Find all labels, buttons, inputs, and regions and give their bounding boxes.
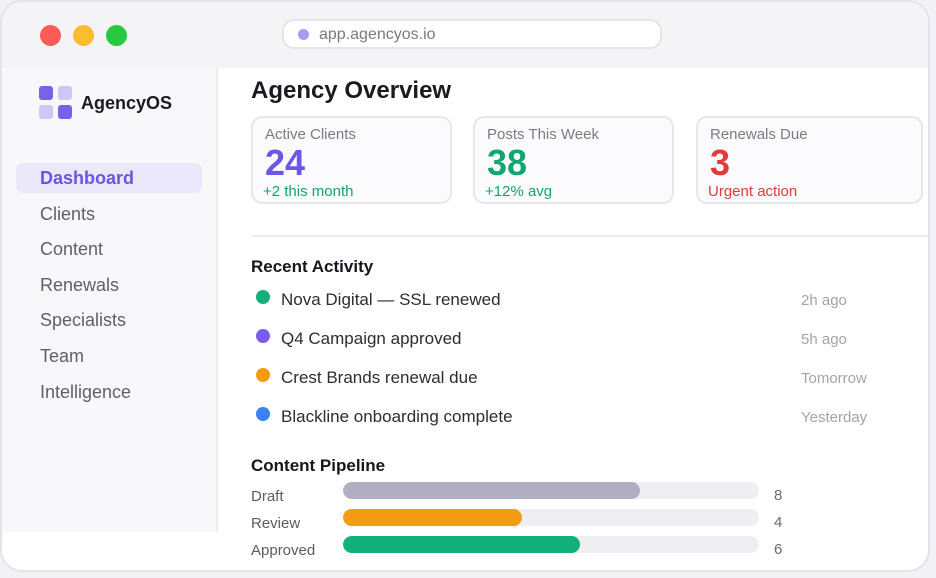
pipeline-label: Draft	[251, 488, 284, 505]
sidebar-item-clients[interactable]: Clients	[40, 203, 96, 224]
content-pipeline: Draft 8 Review 4 Approved 6	[251, 481, 811, 562]
stat-cards: Active Clients 24 +2 this month Posts Th…	[251, 116, 928, 206]
pipeline-row-draft: Draft 8	[251, 481, 811, 508]
list-item[interactable]: Crest Brands renewal due Tomorrow	[251, 364, 891, 403]
activity-text: Nova Digital — SSL renewed	[281, 290, 501, 309]
activity-text: Crest Brands renewal due	[281, 368, 478, 387]
status-dot-icon	[256, 329, 270, 343]
pipeline-count: 4	[774, 514, 783, 531]
stat-card-active-clients[interactable]: Active Clients 24 +2 this month	[251, 116, 452, 204]
activity-time: Yesterday	[801, 409, 868, 426]
activity-list: Nova Digital — SSL renewed 2h ago Q4 Cam…	[251, 286, 891, 442]
close-window-button[interactable]	[40, 25, 61, 46]
agencyos-logo-icon	[39, 86, 72, 119]
status-dot-icon	[256, 290, 270, 304]
sidebar-item-content[interactable]: Content	[40, 239, 104, 260]
pipeline-bar-track	[343, 509, 759, 526]
stat-subtext: Urgent action	[708, 183, 798, 200]
activity-text: Blackline onboarding complete	[281, 407, 513, 426]
site-icon	[298, 29, 309, 40]
activity-time: Tomorrow	[801, 370, 867, 387]
recent-activity-title: Recent Activity	[251, 257, 374, 276]
sidebar: AgencyOS Dashboard Clients Content Renew…	[2, 68, 218, 532]
status-dot-icon	[256, 368, 270, 382]
stat-label: Renewals Due	[710, 126, 808, 143]
sidebar-item-intelligence[interactable]: Intelligence	[40, 381, 132, 402]
pipeline-count: 8	[774, 487, 783, 504]
pipeline-label: Review	[251, 515, 301, 532]
section-divider	[251, 235, 928, 237]
stat-card-posts-this-week[interactable]: Posts This Week 38 +12% avg	[473, 116, 674, 204]
sidebar-item-renewals[interactable]: Renewals	[40, 274, 120, 295]
url-text: app.agencyos.io	[319, 26, 436, 43]
status-dot-icon	[256, 407, 270, 421]
stat-label: Posts This Week	[487, 126, 599, 143]
pipeline-bar-fill	[343, 482, 641, 499]
sidebar-item-dashboard[interactable]: Dashboard	[16, 163, 202, 193]
stat-card-renewals-due[interactable]: Renewals Due 3 Urgent action	[696, 116, 923, 204]
pipeline-label: Approved	[251, 542, 316, 559]
address-bar[interactable]: app.agencyos.io	[282, 19, 662, 49]
sidebar-item-team[interactable]: Team	[40, 345, 85, 366]
list-item[interactable]: Nova Digital — SSL renewed 2h ago	[251, 286, 891, 325]
minimize-window-button[interactable]	[73, 25, 94, 46]
activity-time: 5h ago	[801, 331, 847, 348]
main-content: Agency Overview Active Clients 24 +2 thi…	[251, 68, 928, 570]
pipeline-bar-track	[343, 482, 759, 499]
stat-label: Active Clients	[265, 126, 356, 143]
pipeline-bar-fill	[343, 509, 522, 526]
stat-value: 3	[710, 142, 731, 183]
activity-text: Q4 Campaign approved	[281, 329, 462, 348]
stat-value: 38	[487, 142, 528, 183]
pipeline-row-approved: Approved 6	[251, 535, 811, 562]
sidebar-nav: Dashboard Clients Content Renewals Speci…	[16, 163, 202, 412]
list-item[interactable]: Q4 Campaign approved 5h ago	[251, 325, 891, 364]
pipeline-bar-track	[343, 536, 759, 553]
pipeline-row-review: Review 4	[251, 508, 811, 535]
list-item[interactable]: Blackline onboarding complete Yesterday	[251, 403, 891, 442]
activity-time: 2h ago	[801, 292, 847, 309]
browser-titlebar: app.agencyos.io	[2, 2, 928, 68]
pipeline-bar-fill	[343, 536, 581, 553]
stat-subtext: +12% avg	[485, 183, 553, 200]
stat-value: 24	[265, 142, 306, 183]
pipeline-count: 6	[774, 541, 783, 558]
stat-subtext: +2 this month	[263, 183, 354, 200]
content-pipeline-title: Content Pipeline	[251, 456, 386, 475]
brand-name: AgencyOS	[81, 93, 173, 113]
page-title: Agency Overview	[251, 77, 452, 104]
sidebar-item-specialists[interactable]: Specialists	[40, 310, 127, 331]
maximize-window-button[interactable]	[106, 25, 127, 46]
